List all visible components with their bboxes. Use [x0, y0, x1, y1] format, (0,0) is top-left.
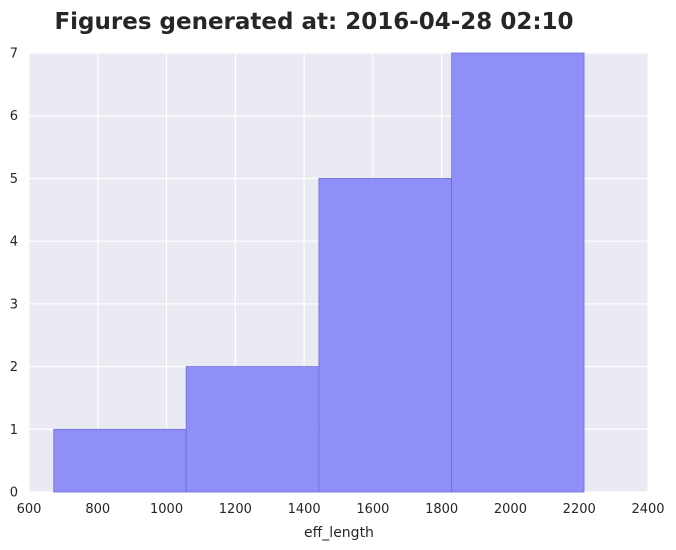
x-tick-label: 1600: [356, 502, 389, 517]
y-axis-ticks: 0 1 2 3 4 5 6 7: [10, 47, 18, 501]
y-tick-label: 4: [10, 235, 18, 250]
x-tick-label: 1400: [288, 502, 321, 517]
chart-title: Figures generated at: 2016-04-28 02:10: [54, 9, 573, 35]
y-tick-label: 1: [10, 423, 18, 438]
y-tick-label: 5: [10, 172, 18, 187]
y-tick-label: 0: [10, 486, 18, 501]
histogram-bars: [53, 52, 585, 493]
x-tick-label: 1200: [219, 502, 252, 517]
x-tick-label: 800: [85, 502, 110, 517]
histogram-bar: [185, 366, 320, 493]
histogram-bar: [318, 178, 453, 493]
y-tick-label: 3: [10, 297, 18, 312]
x-tick-label: 1800: [425, 502, 458, 517]
x-axis-label: eff_length: [304, 525, 374, 541]
y-tick-label: 6: [10, 109, 18, 124]
y-tick-label: 2: [10, 360, 18, 375]
x-tick-label: 600: [17, 502, 42, 517]
x-tick-label: 2400: [631, 502, 664, 517]
x-tick-label: 2000: [494, 502, 527, 517]
histogram-bar: [53, 428, 187, 493]
y-tick-label: 7: [10, 47, 18, 62]
histogram-bar: [451, 52, 585, 493]
x-axis-ticks: 600 800 1000 1200 1400 1600 1800 2000 2200 2400: [17, 502, 665, 517]
x-tick-label: 2200: [563, 502, 596, 517]
x-tick-label: 1000: [150, 502, 183, 517]
